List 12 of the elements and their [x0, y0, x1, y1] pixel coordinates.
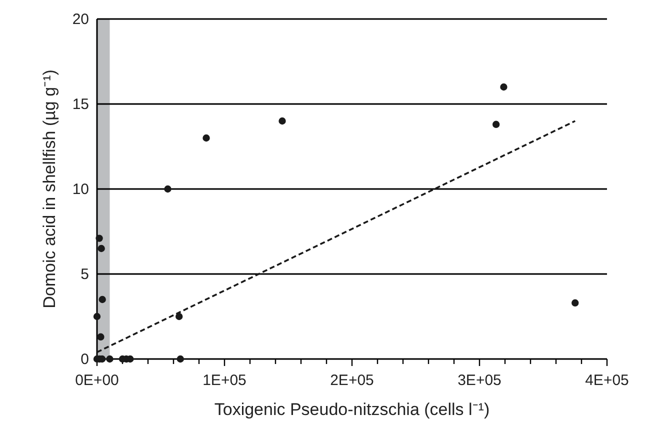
x-tick-label: 1E+05 — [202, 372, 246, 389]
x-tick-label: 0E+00 — [75, 372, 119, 389]
y-tick-label: 20 — [72, 11, 89, 28]
y-tick-label: 10 — [72, 181, 89, 198]
x-tick-label: 2E+05 — [330, 372, 374, 389]
y-tick-label: 0 — [80, 351, 89, 368]
y-axis-title: Domoic acid in shellfish (µg g⁻¹) — [40, 70, 59, 308]
y-tick-label: 15 — [72, 96, 89, 113]
x-tick-label: 3E+05 — [458, 372, 502, 389]
y-tick-label: 5 — [80, 266, 89, 283]
x-tick-label: 4E+05 — [585, 372, 629, 389]
x-axis-title: Toxigenic Pseudo-nitzschia (cells l⁻¹) — [214, 400, 490, 419]
